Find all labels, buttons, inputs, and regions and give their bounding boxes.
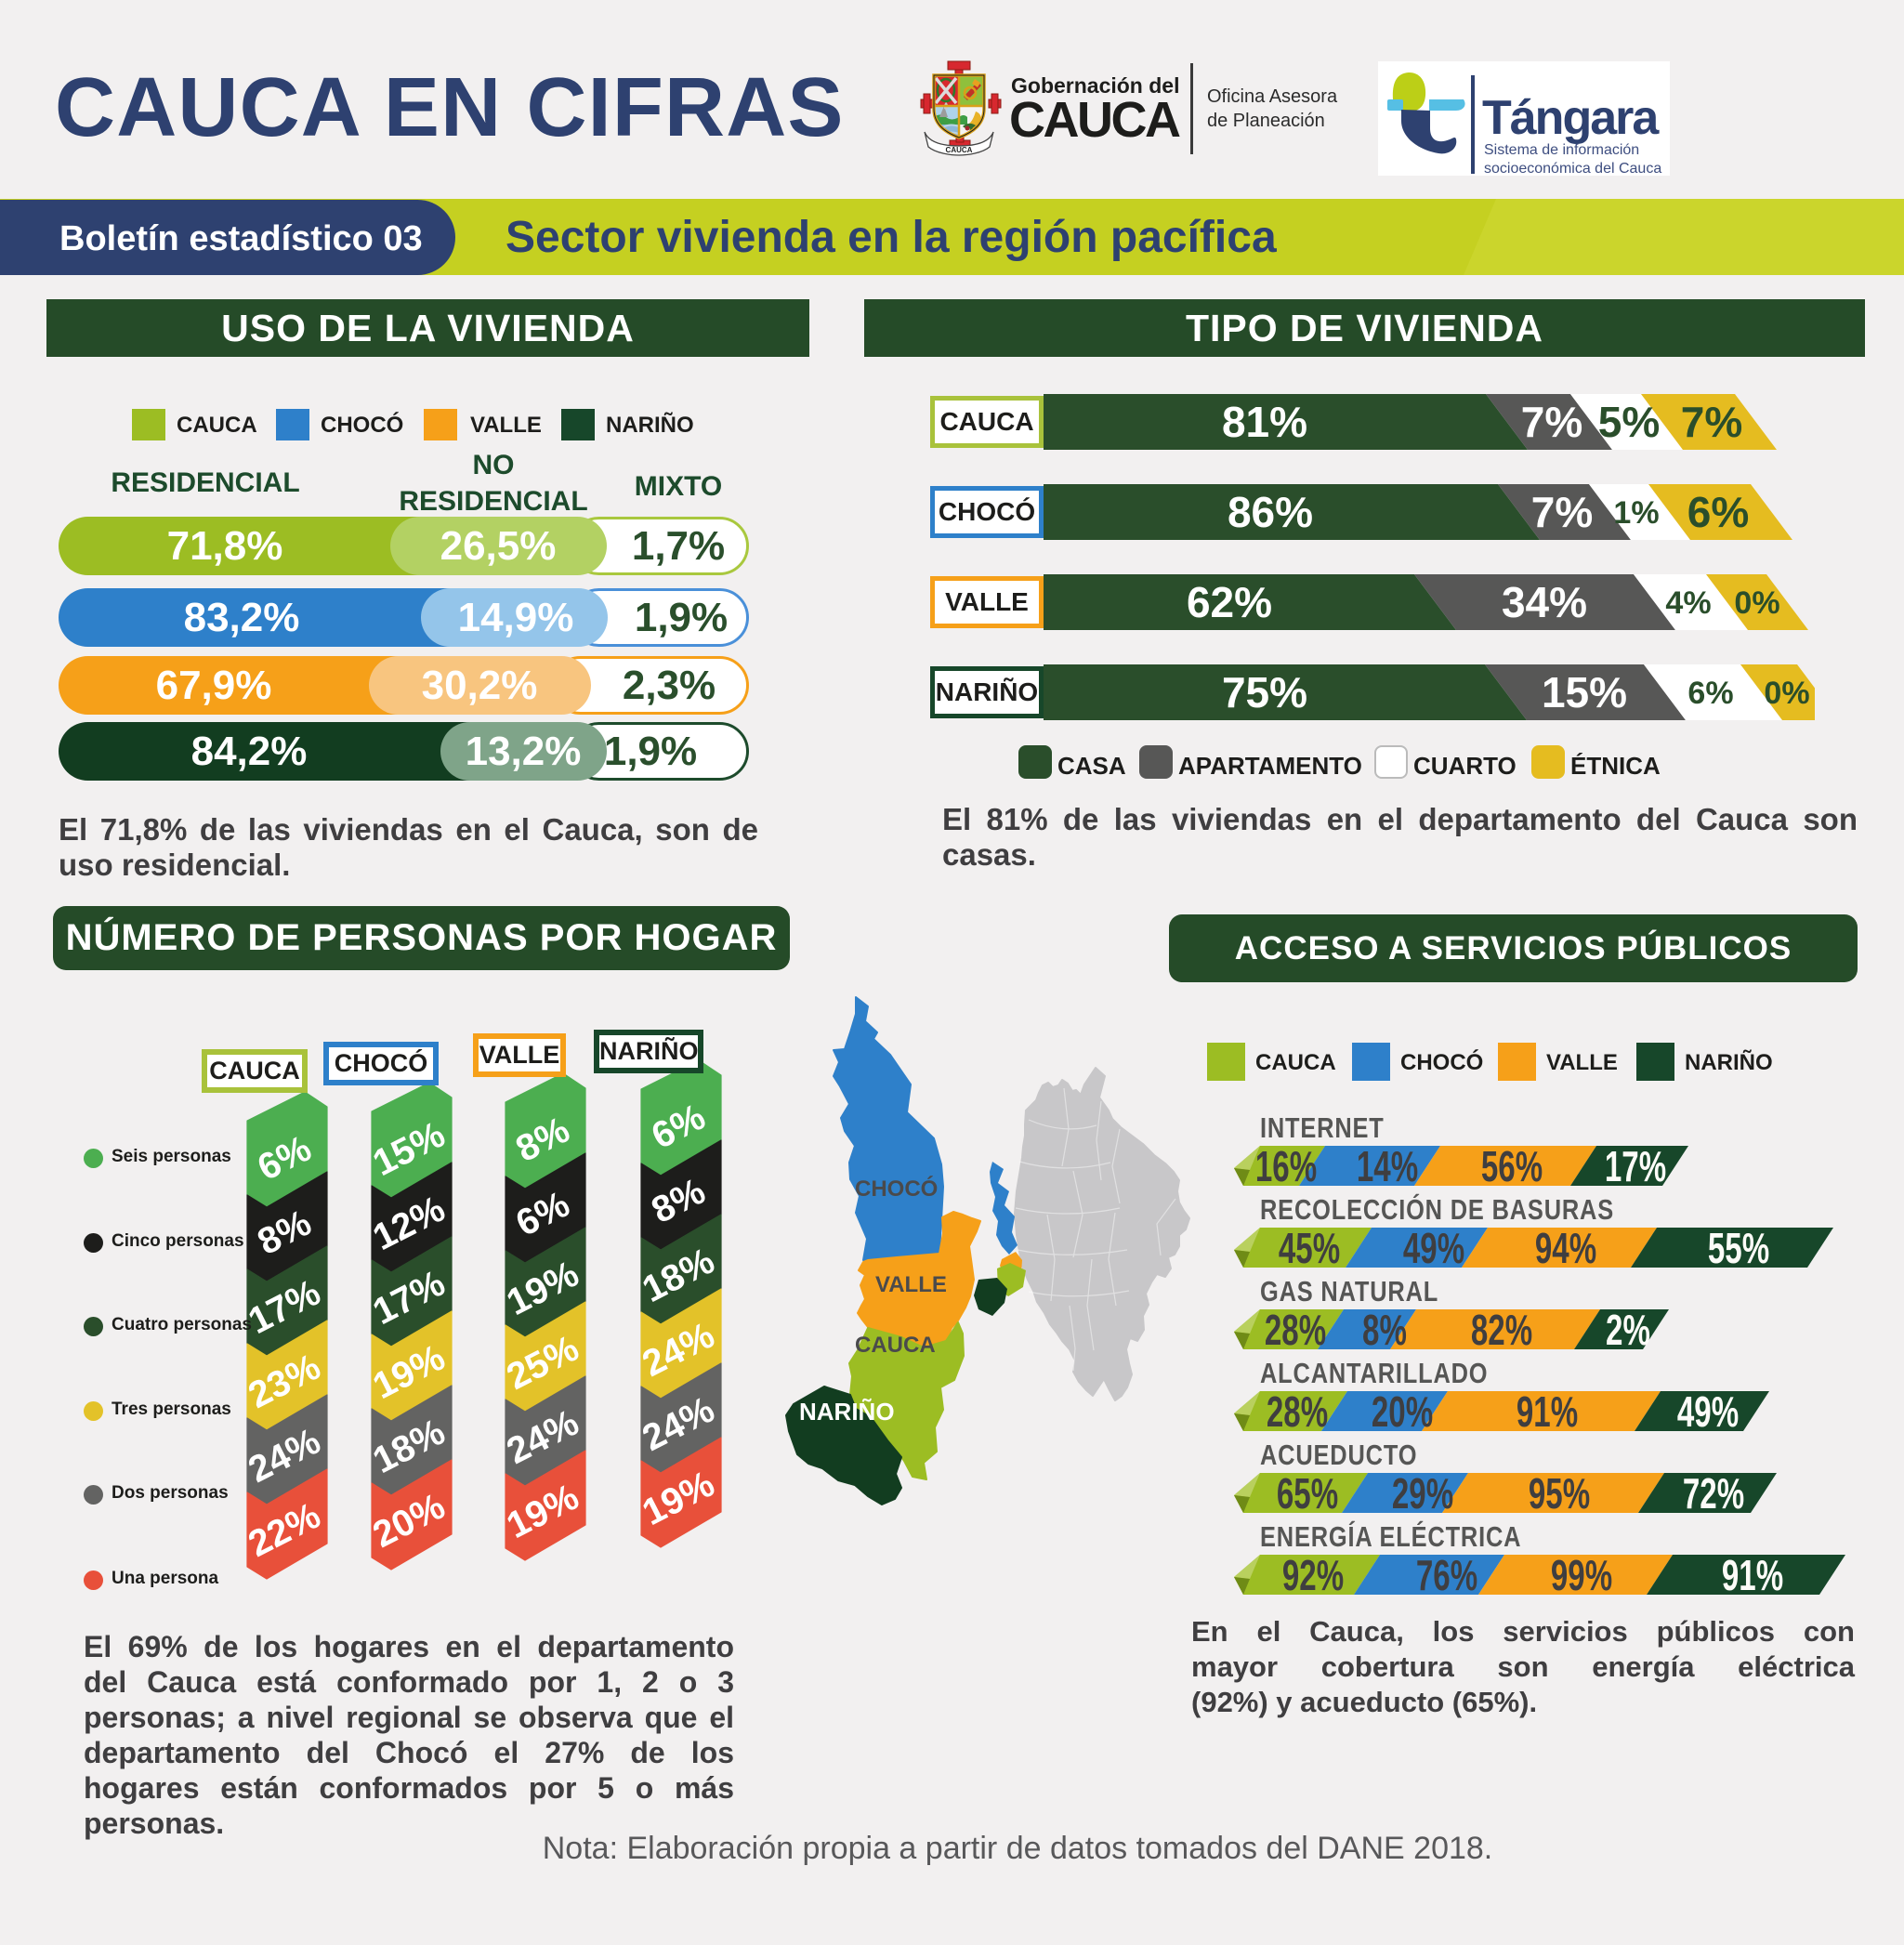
svg-text:75%: 75% [1222, 668, 1307, 716]
svg-text:14%: 14% [1357, 1144, 1418, 1190]
svg-text:16%: 16% [1255, 1144, 1317, 1190]
svg-text:CHOCÓ: CHOCÓ [855, 1176, 938, 1202]
svg-text:91%: 91% [1722, 1553, 1783, 1599]
svg-text:5%: 5% [1598, 398, 1660, 446]
svg-text:8%: 8% [1362, 1308, 1407, 1354]
svg-text:Tángara: Tángara [1482, 91, 1660, 145]
svg-text:CAUCA: CAUCA [855, 1333, 936, 1358]
svg-text:81%: 81% [1222, 398, 1307, 446]
svg-text:0%: 0% [1764, 676, 1809, 711]
svg-text:28%: 28% [1265, 1308, 1326, 1354]
svg-text:VALLE: VALLE [875, 1272, 947, 1297]
svg-text:29%: 29% [1392, 1471, 1453, 1518]
svg-text:99%: 99% [1551, 1553, 1612, 1599]
svg-text:6%: 6% [1687, 488, 1749, 536]
svg-text:56%: 56% [1481, 1144, 1543, 1190]
svg-text:0%: 0% [1734, 585, 1779, 621]
svg-text:6%: 6% [1687, 676, 1733, 711]
svg-text:1%: 1% [1613, 495, 1659, 531]
svg-text:4%: 4% [1665, 585, 1711, 621]
svg-text:62%: 62% [1187, 578, 1272, 626]
svg-text:65%: 65% [1277, 1471, 1338, 1518]
svg-text:49%: 49% [1677, 1389, 1739, 1436]
svg-text:NARIÑO: NARIÑO [799, 1398, 895, 1426]
svg-text:55%: 55% [1708, 1226, 1769, 1272]
svg-text:92%: 92% [1282, 1553, 1344, 1599]
svg-text:45%: 45% [1279, 1226, 1340, 1272]
svg-text:7%: 7% [1531, 488, 1593, 536]
svg-text:7%: 7% [1681, 398, 1742, 446]
svg-text:2%: 2% [1606, 1308, 1650, 1354]
svg-text:94%: 94% [1535, 1226, 1596, 1272]
svg-text:82%: 82% [1471, 1308, 1532, 1354]
svg-text:17%: 17% [1605, 1144, 1666, 1190]
svg-text:15%: 15% [1542, 668, 1627, 716]
svg-text:CAUCA: CAUCA [946, 146, 973, 154]
svg-text:49%: 49% [1403, 1226, 1464, 1272]
svg-text:76%: 76% [1416, 1553, 1477, 1599]
svg-text:socioeconómica del Cauca: socioeconómica del Cauca [1484, 161, 1661, 176]
svg-text:34%: 34% [1502, 578, 1587, 626]
svg-text:86%: 86% [1228, 488, 1313, 536]
svg-text:28%: 28% [1267, 1389, 1328, 1436]
svg-text:91%: 91% [1517, 1389, 1578, 1436]
svg-text:72%: 72% [1683, 1471, 1744, 1518]
svg-text:95%: 95% [1529, 1471, 1590, 1518]
svg-text:7%: 7% [1521, 398, 1582, 446]
svg-text:Sistema de información: Sistema de información [1484, 142, 1639, 158]
svg-text:20%: 20% [1372, 1389, 1433, 1436]
